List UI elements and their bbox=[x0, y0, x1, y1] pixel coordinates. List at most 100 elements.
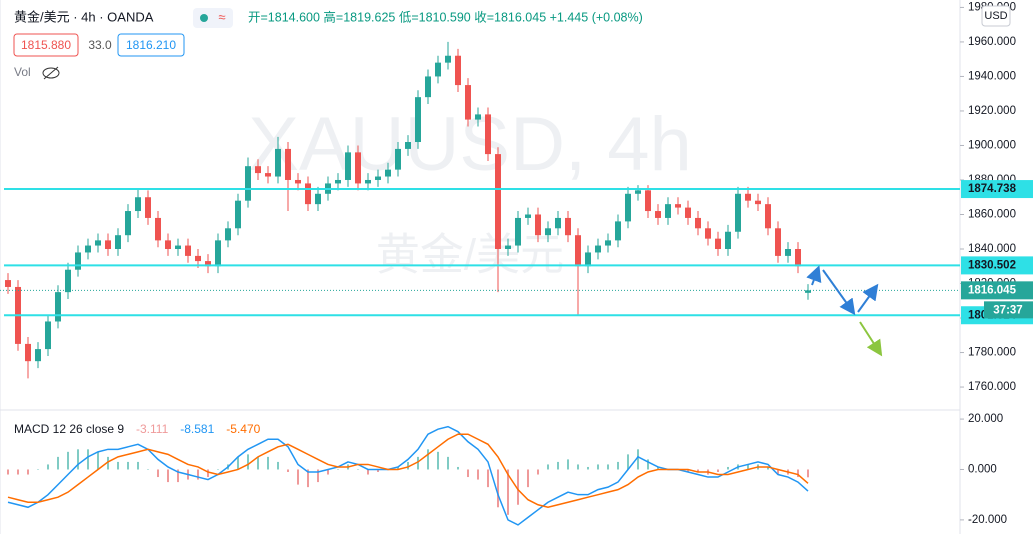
candle-body bbox=[305, 183, 311, 205]
candle-body bbox=[785, 249, 791, 256]
symbol-title[interactable]: 黄金/美元 · 4h · OANDA bbox=[14, 9, 154, 24]
candle-body bbox=[145, 197, 151, 218]
histogram-bar bbox=[97, 451, 99, 470]
histogram-bar bbox=[397, 466, 399, 470]
level-label-box bbox=[961, 256, 1033, 275]
histogram-bar bbox=[217, 469, 219, 470]
histogram-bar bbox=[107, 456, 109, 470]
candle-body bbox=[565, 217, 571, 236]
candle-body bbox=[125, 211, 131, 236]
indicator-title: MACD 12 26 close 9 bbox=[14, 422, 124, 436]
candle-body bbox=[275, 148, 281, 177]
histogram-bar bbox=[137, 461, 139, 470]
y-tick-label: 1780.000 bbox=[968, 347, 1016, 359]
histogram-bar bbox=[547, 464, 549, 470]
histogram-bar bbox=[87, 449, 89, 470]
candle-body bbox=[5, 280, 11, 287]
status-pill[interactable] bbox=[193, 8, 233, 28]
histogram-bar bbox=[57, 456, 59, 470]
indicator-value: -5.470 bbox=[226, 422, 260, 436]
candle-body bbox=[115, 235, 121, 250]
candle-body bbox=[95, 240, 101, 246]
arrow bbox=[857, 283, 879, 313]
level-label: 1830.502 bbox=[968, 259, 1016, 271]
candle-body bbox=[795, 249, 801, 267]
candle-body bbox=[495, 154, 501, 250]
histogram-bar bbox=[527, 469, 529, 488]
histogram-bar bbox=[487, 469, 489, 488]
histogram-bar bbox=[767, 466, 769, 470]
candle-body bbox=[765, 204, 771, 229]
last-price-label-box bbox=[961, 281, 1033, 300]
candle-body bbox=[535, 214, 541, 236]
indicator-value: -8.581 bbox=[180, 422, 214, 436]
currency: USD bbox=[984, 10, 1007, 22]
candle-body bbox=[355, 152, 361, 184]
candle-body bbox=[615, 221, 621, 241]
candle-body bbox=[575, 235, 581, 267]
candle-body bbox=[605, 240, 611, 246]
candle-body bbox=[515, 217, 521, 246]
histogram-bar bbox=[587, 466, 589, 470]
histogram-bar bbox=[277, 461, 279, 470]
candle-body bbox=[315, 193, 321, 205]
candle-body bbox=[375, 176, 381, 180]
candle-body bbox=[195, 255, 201, 262]
candle-body bbox=[215, 240, 221, 267]
hide-icon[interactable] bbox=[42, 66, 60, 80]
candle-body bbox=[625, 193, 631, 222]
ask-price: 1816.210 bbox=[126, 38, 176, 52]
candle-body bbox=[395, 148, 401, 170]
y-tick-label: 1920.000 bbox=[968, 105, 1016, 117]
histogram-bar bbox=[327, 469, 329, 475]
bid-box[interactable] bbox=[13, 33, 79, 57]
ask-box[interactable] bbox=[117, 33, 185, 57]
bid-price: 1815.880 bbox=[21, 38, 71, 52]
histogram-bar bbox=[427, 449, 429, 470]
histogram-bar bbox=[257, 456, 259, 470]
candle-body bbox=[755, 200, 761, 205]
histogram-bar bbox=[287, 469, 289, 472]
histogram-bar bbox=[47, 464, 49, 470]
countdown: 37:37 bbox=[993, 304, 1022, 316]
candle-body bbox=[735, 193, 741, 232]
histogram-bar bbox=[17, 469, 19, 475]
histogram-bar bbox=[67, 451, 69, 470]
histogram-bar bbox=[657, 466, 659, 470]
histogram-bar bbox=[727, 466, 729, 470]
histogram-bar bbox=[297, 469, 299, 485]
candle-body bbox=[485, 114, 491, 155]
histogram-bar bbox=[247, 454, 249, 470]
histogram-bar bbox=[617, 461, 619, 470]
histogram-bar bbox=[157, 469, 159, 478]
candle-body bbox=[655, 211, 661, 218]
ohlc-info: 开=1814.600 高=1819.625 低=1810.590 收=1816.… bbox=[248, 9, 643, 24]
histogram-bar bbox=[537, 469, 539, 475]
candle-body bbox=[805, 290, 811, 293]
candle-body bbox=[455, 55, 461, 86]
y-tick-label: 1940.000 bbox=[968, 70, 1016, 82]
histogram-bar bbox=[647, 459, 649, 470]
y-tick-label: 20.000 bbox=[968, 413, 1003, 425]
currency-box[interactable] bbox=[981, 5, 1011, 27]
candle-body bbox=[705, 228, 711, 239]
histogram-bar bbox=[457, 466, 459, 470]
histogram-bar bbox=[697, 469, 699, 472]
histogram-bar bbox=[597, 464, 599, 470]
histogram-bar bbox=[77, 449, 79, 470]
histogram-bar bbox=[747, 464, 749, 470]
candle-body bbox=[55, 292, 61, 322]
candle-body bbox=[725, 231, 731, 250]
histogram-bar bbox=[167, 469, 169, 483]
candle-body bbox=[225, 228, 231, 241]
candle-body bbox=[245, 166, 251, 201]
countdown-box bbox=[984, 301, 1033, 319]
last-price-label: 1816.045 bbox=[968, 284, 1017, 296]
histogram-bar bbox=[447, 456, 449, 470]
histogram-bar bbox=[717, 469, 719, 472]
histogram-bar bbox=[417, 456, 419, 470]
candle-body bbox=[435, 62, 441, 77]
candle-body bbox=[105, 240, 111, 250]
candle-body bbox=[65, 269, 71, 293]
